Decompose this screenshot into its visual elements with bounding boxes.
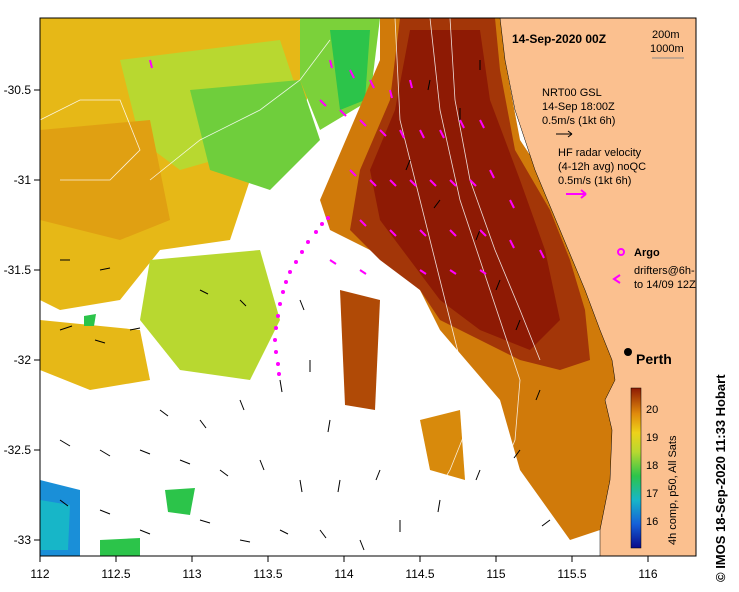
drifter-legend-line2: to 14/09 12Z — [634, 279, 696, 291]
map-title: 14-Sep-2020 00Z — [512, 32, 606, 46]
radar-legend-scale: 0.5m/s (1kt 6h) — [558, 175, 631, 187]
colorbar-tick-label: 20 — [646, 404, 658, 416]
argo-label: Argo — [634, 247, 660, 259]
drifter-legend-line1: drifters@6h- — [634, 265, 695, 277]
model-scale-arrow — [556, 130, 573, 138]
y-axis: -30.5 -31 -31.5 -32 -32.5 -33 — [4, 83, 40, 547]
colorbar-label: 4h comp, p50, All Sats — [667, 435, 679, 545]
drifter-track — [273, 216, 330, 376]
y-tick-label: -32 — [14, 353, 32, 367]
model-legend-name: NRT00 GSL — [542, 87, 602, 99]
model-legend-time: 14-Sep 18:00Z — [542, 101, 615, 113]
colorbar-ticks: 16 17 18 19 20 — [646, 404, 658, 528]
y-tick-label: -30.5 — [4, 83, 32, 97]
depth-legend-1000m: 1000m — [650, 43, 684, 55]
x-tick-label: 112.5 — [101, 567, 130, 581]
radar-scale-arrow — [566, 189, 587, 199]
model-legend-scale: 0.5m/s (1kt 6h) — [542, 115, 615, 127]
hf-radar-arrows — [149, 59, 545, 275]
x-tick-label: 113 — [182, 567, 201, 581]
x-tick-label: 113.5 — [253, 567, 282, 581]
x-tick-label: 114 — [334, 567, 353, 581]
bathymetry-contours — [40, 18, 541, 556]
argo-marker-icon — [617, 248, 625, 256]
y-tick-label: -31.5 — [4, 263, 32, 277]
radar-legend-line2: (4-12h avg) noQC — [558, 161, 646, 173]
city-label: Perth — [636, 351, 672, 367]
x-axis: 112 112.5 113 113.5 114 114.5 115 115.5 … — [30, 556, 658, 581]
radar-legend-line1: HF radar velocity — [558, 147, 642, 159]
colorbar-tick-label: 17 — [646, 488, 658, 500]
colorbar-tick-label: 19 — [646, 432, 658, 444]
colorbar-tick-label: 16 — [646, 516, 658, 528]
drifter-legend-icon — [612, 274, 621, 284]
colorbar-tick-label: 18 — [646, 460, 658, 472]
x-tick-label: 114.5 — [405, 567, 434, 581]
sst-field — [40, 18, 620, 556]
perth-marker-icon — [624, 348, 632, 356]
colorbar — [630, 387, 642, 549]
depth-legend-200m: 200m — [652, 29, 680, 41]
x-tick-label: 115 — [486, 567, 505, 581]
x-tick-label: 116 — [638, 567, 657, 581]
land — [499, 18, 696, 556]
model-velocity-arrows — [59, 60, 551, 551]
y-tick-label: -32.5 — [4, 443, 32, 457]
credit: © IMOS 18-Sep-2020 11:33 Hobart — [713, 374, 728, 582]
y-tick-label: -33 — [14, 533, 32, 547]
y-tick-label: -31 — [14, 173, 32, 187]
x-tick-label: 112 — [30, 567, 49, 581]
plot-frame — [39, 17, 697, 557]
x-tick-label: 115.5 — [557, 567, 586, 581]
